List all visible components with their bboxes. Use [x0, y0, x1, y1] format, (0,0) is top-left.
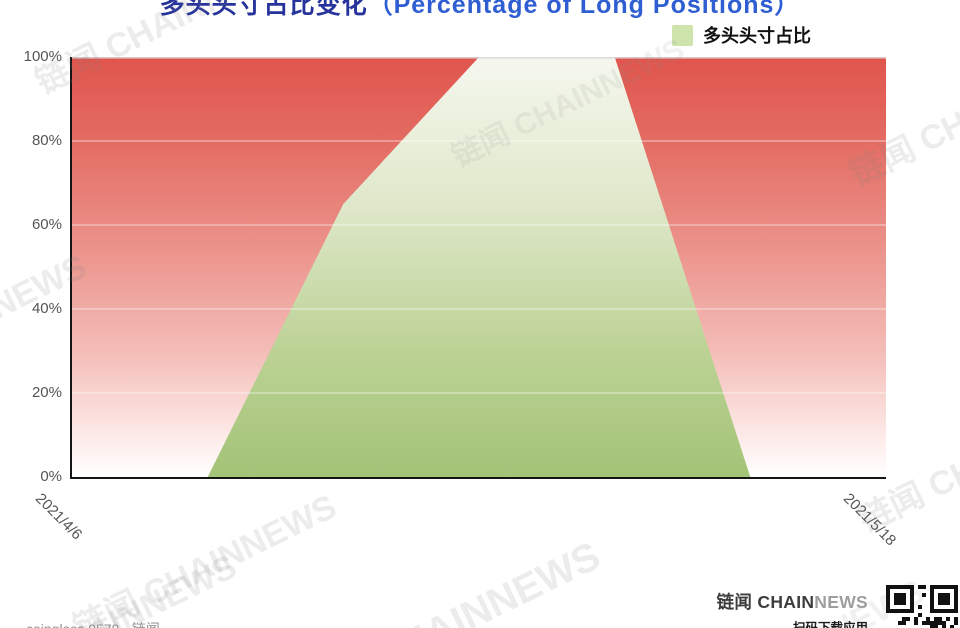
x-tick-start: 2021/4/6: [31, 490, 86, 544]
watermark: 链闻 CHAINNEWS: [0, 547, 243, 628]
y-tick-label: 60%: [31, 216, 62, 233]
brand-en-strong: CHAIN: [757, 592, 815, 612]
y-tick-label: 40%: [31, 300, 62, 317]
footer-brand: 链闻 CHAINNEWS 扫码下载应用: [717, 589, 868, 628]
watermark: 链闻 CHAINNEWS: [284, 533, 608, 628]
y-axis-labels: 100% 80% 60% 40% 20% 0%: [0, 48, 62, 485]
y-tick-label: 20%: [31, 384, 62, 401]
chart-legend: 多头头寸占比: [672, 22, 811, 48]
legend-swatch-long-position: [672, 24, 693, 46]
footer-source-clipped: coinglass 9578 · 链闻: [26, 619, 160, 628]
x-tick-end: 2021/5/18: [839, 490, 900, 550]
legend-label: 多头头寸占比: [703, 26, 811, 46]
area-chart: [72, 57, 886, 477]
watermark: 链闻 CHAINNEWS: [67, 487, 343, 628]
y-tick-label: 80%: [31, 132, 62, 149]
page-title-en: （Percentage of Long Positions）: [367, 0, 801, 19]
page-title: 多头头寸占比变化（Percentage of Long Positions）: [0, 0, 960, 21]
y-tick-label: 0%: [40, 468, 62, 485]
brand-en-light: NEWS: [814, 592, 868, 612]
page-title-zh: 多头头寸占比变化: [159, 0, 368, 19]
brand-wordmark: 链闻 CHAINNEWS: [717, 589, 868, 614]
qr-code: [886, 585, 958, 628]
scan-download-hint: 扫码下载应用: [792, 621, 868, 628]
plot-area: [70, 57, 886, 479]
y-tick-label: 100%: [23, 48, 62, 65]
brand-zh: 链闻: [716, 592, 758, 612]
